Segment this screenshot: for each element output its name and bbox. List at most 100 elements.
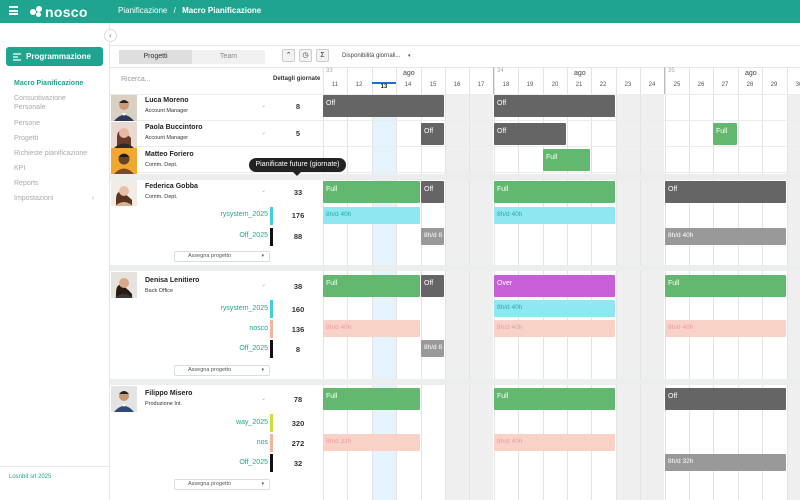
sidebar-item-reports[interactable]: Reports (14, 180, 39, 187)
allocation-bar[interactable]: Off (665, 388, 786, 410)
person-name[interactable]: Federica Gobba (145, 183, 198, 190)
sidebar-item-macro-pianificazione[interactable]: Macro Pianificazione (14, 80, 84, 87)
project-name[interactable]: Off_2025 (239, 459, 268, 466)
allocation-bar[interactable]: 8h/d 40h (665, 320, 786, 337)
allocation-bar[interactable]: 8h/d 40h (323, 320, 420, 337)
day-header[interactable]: 19 (526, 82, 534, 88)
allocation-bar[interactable]: Off (494, 123, 566, 145)
allocation-bar[interactable]: 8h/d 40h (494, 300, 615, 317)
grid-line (787, 67, 788, 500)
day-header[interactable]: 13 (372, 82, 396, 90)
allocation-bar[interactable]: 8h/d 32h (323, 434, 420, 451)
assign-project-select[interactable]: Assegna progetto ▾ (174, 251, 270, 262)
breadcrumb-parent[interactable]: Pianificazione (118, 6, 168, 15)
allocation-bar[interactable]: Full (323, 181, 420, 203)
day-header[interactable]: 17 (477, 82, 485, 88)
hamburger-menu-icon[interactable] (9, 6, 18, 15)
allocation-bar[interactable]: Full (323, 388, 420, 410)
allocation-bar[interactable]: Full (665, 275, 786, 297)
chevron-down-icon[interactable]: ⌄ (261, 130, 267, 136)
allocation-bar[interactable]: Off (421, 181, 444, 203)
allocation-bar[interactable]: Full (494, 181, 615, 203)
project-name[interactable]: way_2025 (236, 419, 268, 426)
avatar[interactable] (111, 272, 137, 298)
allocation-bar[interactable]: Full (494, 388, 615, 410)
avatar[interactable] (111, 122, 137, 148)
day-header[interactable]: 25 (673, 82, 681, 88)
sidebar-item-consuntivazione-sub[interactable]: Personale (14, 104, 46, 111)
day-header[interactable]: 23 (624, 82, 632, 88)
sigma-button[interactable]: Σ (316, 49, 329, 62)
person-name[interactable]: Matteo Foriero (145, 151, 194, 158)
chevron-down-icon[interactable]: ⌄ (261, 396, 267, 402)
day-header[interactable]: 28 (746, 82, 754, 88)
allocation-bar[interactable]: 8h/d 40h (665, 228, 786, 245)
project-name[interactable]: Off_2025 (239, 345, 268, 352)
allocation-bar[interactable]: Full (323, 275, 420, 297)
day-header[interactable]: 16 (453, 82, 461, 88)
project-name[interactable]: Off_2025 (239, 232, 268, 239)
day-header[interactable]: 21 (575, 82, 583, 88)
allocation-bar[interactable]: 8h/d 40h (323, 207, 420, 224)
allocation-bar[interactable]: 8h/d 8 (421, 340, 444, 357)
chevron-down-icon[interactable]: ⌄ (261, 103, 267, 109)
allocation-bar[interactable]: Off (421, 123, 444, 145)
allocation-bar[interactable]: Over (494, 275, 615, 297)
allocation-bar[interactable]: Off (421, 275, 444, 297)
allocation-bar[interactable]: 8h/d 8 (421, 228, 444, 245)
project-name[interactable]: nos (256, 439, 268, 446)
allocation-bar[interactable]: 8h/d 32h (665, 454, 786, 471)
sidebar-item-consuntivazione[interactable]: Consuntivazione (14, 95, 66, 102)
day-header[interactable]: 12 (355, 82, 363, 88)
day-header[interactable]: 26 (697, 82, 705, 88)
search-input[interactable]: Ricerca... (121, 76, 151, 83)
allocation-bar[interactable]: Off (665, 181, 786, 203)
project-name[interactable]: rysystem_2025 (220, 305, 268, 312)
project-name[interactable]: rysystem_2025 (220, 211, 268, 218)
day-header[interactable]: 11 (331, 82, 339, 88)
logo[interactable]: nosco (30, 4, 88, 20)
day-header[interactable]: 29 (770, 82, 778, 88)
avatar[interactable] (111, 386, 137, 412)
chevron-down-icon[interactable]: ⌄ (261, 282, 267, 288)
collapse-sidebar-button[interactable]: ‹ (104, 29, 117, 42)
avatar[interactable] (111, 180, 137, 206)
allocation-bar[interactable]: 8h/d 40h (494, 207, 615, 224)
day-header[interactable]: 20 (551, 82, 559, 88)
chevron-up-button[interactable]: ⌃ (282, 49, 295, 62)
day-header[interactable]: 30 (795, 82, 800, 88)
allocation-bar[interactable]: Off (323, 95, 444, 117)
avatar[interactable] (111, 95, 137, 121)
assign-project-select[interactable]: Assegna progetto ▾ (174, 365, 270, 376)
person-name[interactable]: Filippo Misero (145, 390, 193, 397)
clock-button[interactable]: ◷ (299, 49, 312, 62)
allocation-bar[interactable]: 8h/d 40h (494, 320, 615, 337)
day-header[interactable]: 22 (599, 82, 607, 88)
day-header[interactable]: 18 (502, 82, 510, 88)
allocation-bar[interactable]: Full (543, 149, 590, 171)
sidebar-item-persone[interactable]: Persone (14, 120, 41, 127)
sidebar-item-progetti[interactable]: Progetti (14, 135, 39, 142)
allocation-bar[interactable]: Full (713, 123, 737, 145)
person-name[interactable]: Luca Moreno (145, 97, 189, 104)
avatar[interactable] (111, 148, 137, 174)
assign-project-select[interactable]: Assegna progetto ▾ (174, 479, 270, 490)
allocation-bar[interactable]: Off (494, 95, 615, 117)
sidebar-item-richieste[interactable]: Richieste pianificazione (14, 150, 88, 157)
sidebar-item-kpi[interactable]: KPI (14, 165, 26, 172)
availability-dropdown[interactable]: Disponibilità giornali... ▾ (342, 53, 411, 59)
day-header[interactable]: 27 (721, 82, 729, 88)
tab-team[interactable]: Team (192, 50, 265, 64)
programmazione-button[interactable]: Programmazione (6, 47, 103, 66)
day-header[interactable]: 24 (648, 82, 656, 88)
sidebar-item-impostazioni[interactable]: Impostazioni (14, 195, 54, 202)
chevron-left-icon[interactable]: ‹ (92, 195, 95, 202)
day-header[interactable]: 14 (404, 82, 412, 88)
day-header[interactable]: 15 (429, 82, 437, 88)
person-name[interactable]: Paola Buccintoro (145, 124, 203, 131)
chevron-down-icon[interactable]: ⌄ (261, 188, 267, 194)
project-name[interactable]: nosco (249, 325, 268, 332)
tab-progetti[interactable]: Progetti (119, 50, 192, 64)
person-name[interactable]: Denisa Lenitiero (145, 277, 200, 284)
allocation-bar[interactable]: 8h/d 40h (494, 434, 615, 451)
